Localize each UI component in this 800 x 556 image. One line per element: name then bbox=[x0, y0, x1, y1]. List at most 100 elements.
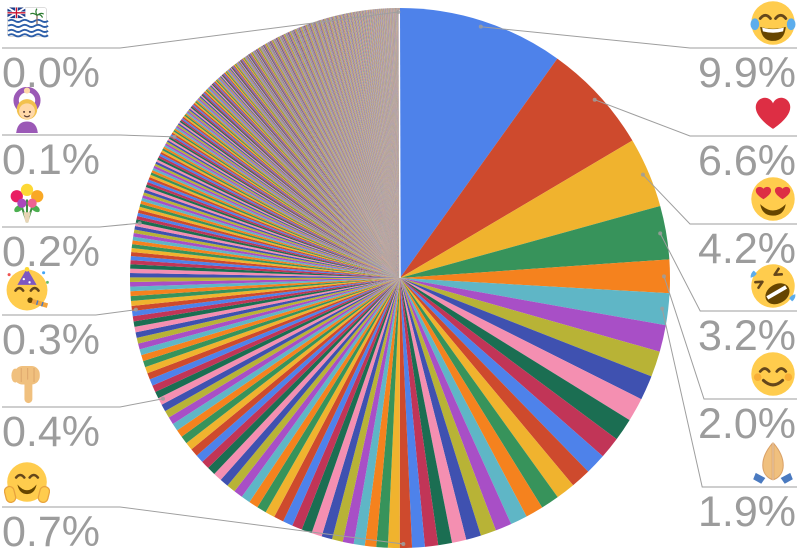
pie-slice bbox=[222, 73, 400, 278]
pie-slice bbox=[378, 8, 400, 279]
pie-slice bbox=[389, 8, 400, 278]
pie-slice bbox=[400, 140, 661, 278]
pie-slice bbox=[388, 8, 400, 278]
pie-slice bbox=[268, 41, 400, 278]
pie-slice bbox=[141, 278, 400, 362]
leader-dot bbox=[660, 306, 665, 311]
pie-slice bbox=[281, 35, 400, 278]
pie-slice bbox=[273, 39, 400, 279]
percent-label: 2.0% bbox=[697, 400, 796, 448]
pie-slice bbox=[363, 10, 400, 278]
pie-slice bbox=[372, 9, 400, 278]
pie-slice bbox=[300, 26, 400, 278]
pie-slice bbox=[376, 8, 400, 278]
leader-dot bbox=[640, 172, 645, 177]
pie-slice bbox=[379, 8, 400, 278]
pie-slice bbox=[372, 9, 400, 278]
pie-slice bbox=[350, 12, 400, 278]
pie-slice bbox=[292, 30, 400, 278]
pie-slice bbox=[360, 10, 400, 279]
pie-slice bbox=[227, 69, 400, 279]
pie-slice bbox=[385, 8, 400, 279]
pie-slice bbox=[152, 278, 400, 392]
pie-slice bbox=[292, 30, 400, 278]
pie-slice bbox=[336, 15, 400, 279]
face-with-tears-of-joy-emoji-icon bbox=[750, 0, 796, 46]
pie-slice bbox=[375, 9, 400, 278]
pie-slice bbox=[368, 9, 400, 279]
pie-slice bbox=[385, 8, 400, 279]
pie-slice bbox=[299, 27, 400, 279]
pie-slice bbox=[317, 20, 400, 279]
pie-slice bbox=[149, 278, 400, 386]
pie-slice bbox=[152, 167, 400, 278]
pie-slice bbox=[354, 11, 400, 279]
pie-slice bbox=[273, 39, 400, 278]
pie-slice bbox=[325, 18, 400, 278]
pie-slice bbox=[400, 278, 558, 508]
pie-slice bbox=[306, 24, 400, 278]
pie-slice bbox=[390, 8, 400, 278]
pie-slice bbox=[170, 134, 400, 278]
pie-slice bbox=[378, 8, 400, 279]
pie-slice bbox=[379, 8, 400, 278]
pie-slice bbox=[363, 10, 400, 278]
pie-slice bbox=[142, 195, 400, 278]
pie-slice bbox=[391, 8, 400, 278]
pie-slice bbox=[305, 25, 400, 279]
pie-slice bbox=[369, 9, 400, 279]
pie-slice bbox=[190, 106, 400, 279]
pie-slice bbox=[272, 39, 400, 278]
pie-slice bbox=[357, 11, 400, 278]
pie-slice bbox=[382, 8, 400, 278]
pie-slice bbox=[369, 9, 400, 278]
pie-slice bbox=[388, 8, 400, 278]
pie-slice bbox=[396, 8, 400, 279]
pie-slice bbox=[284, 33, 400, 278]
pie-slice bbox=[322, 19, 400, 279]
pie-slice bbox=[280, 35, 400, 278]
pie-slice bbox=[276, 37, 400, 279]
pie-slice bbox=[234, 64, 400, 278]
pie-slice bbox=[207, 87, 400, 278]
pie-slice bbox=[373, 9, 400, 279]
pie-slice bbox=[383, 8, 400, 278]
pie-slice bbox=[307, 24, 400, 278]
percent-label: 0.1% bbox=[2, 136, 101, 184]
pie-slice bbox=[140, 200, 401, 278]
pie-slice bbox=[228, 69, 400, 278]
pie-slice bbox=[376, 9, 400, 279]
pie-slice bbox=[271, 40, 400, 278]
pie-slice bbox=[331, 16, 400, 278]
pie-slice bbox=[351, 12, 400, 278]
pie-slice bbox=[400, 278, 496, 536]
pie-slice bbox=[371, 9, 400, 278]
pie-slice bbox=[362, 10, 400, 279]
pie-slice bbox=[384, 8, 400, 278]
pie-slice bbox=[210, 85, 400, 278]
pie-slice bbox=[383, 8, 400, 279]
pie-slice bbox=[310, 22, 400, 278]
pie-slice bbox=[138, 278, 400, 350]
pie-slice bbox=[304, 25, 400, 278]
pie-slice bbox=[296, 28, 400, 279]
pie-slice bbox=[266, 42, 400, 278]
pie-slice bbox=[139, 278, 400, 356]
pie-slice bbox=[400, 278, 660, 377]
pie-slice bbox=[391, 8, 400, 279]
pie-slice bbox=[341, 14, 400, 279]
partying-face-emoji-icon bbox=[4, 267, 50, 313]
pie-slice bbox=[130, 278, 401, 306]
pie-slice bbox=[400, 8, 558, 278]
leader-line bbox=[594, 99, 797, 137]
pie-slice bbox=[365, 10, 400, 278]
pie-slice bbox=[341, 14, 400, 278]
pie-slice bbox=[375, 9, 400, 279]
pie-slice bbox=[130, 260, 400, 278]
pie-slice bbox=[310, 23, 400, 279]
pie-slice bbox=[396, 8, 400, 279]
pie-slice bbox=[173, 129, 400, 278]
pie-slice bbox=[384, 8, 400, 278]
pie-slice bbox=[224, 72, 400, 278]
pie-slice bbox=[157, 157, 400, 278]
